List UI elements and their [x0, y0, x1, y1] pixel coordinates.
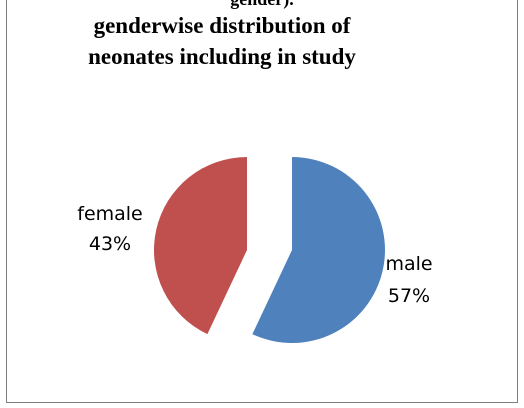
label-female-percent: 43% — [89, 233, 131, 255]
label-female-category: female — [77, 203, 143, 225]
label-male-percent: 57% — [388, 285, 430, 307]
pie-slice-male — [252, 157, 385, 344]
pie-slice-female — [153, 156, 247, 335]
chart-title-line-2: neonates including in study — [88, 44, 356, 69]
label-male-category: male — [385, 253, 432, 275]
chart-title-line-1: genderwise distribution of — [93, 13, 351, 38]
clipped-heading-text: gender). — [0, 0, 524, 10]
